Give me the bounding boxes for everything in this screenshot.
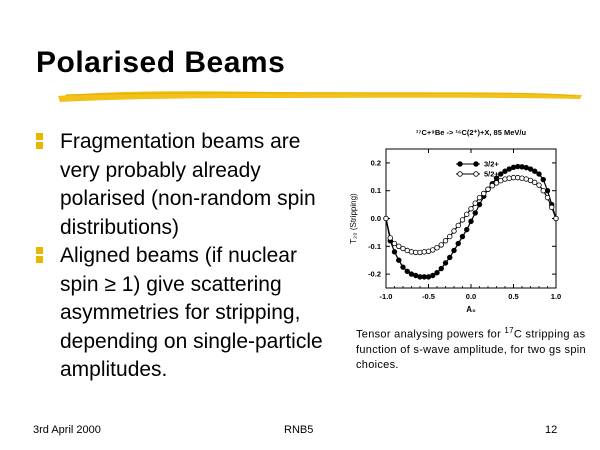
- series-point-2: [519, 175, 525, 181]
- series-point-2: [447, 233, 453, 240]
- series-point-1: [519, 164, 525, 170]
- y-tick-label: -0.1: [368, 242, 381, 251]
- series-point-1: [540, 176, 546, 183]
- series-point-2: [485, 186, 491, 193]
- chart-svg: ¹⁷C+⁹Be -> ¹⁶C(2⁺)+X, 85 MeV/u -1.0 -0.5 0.…: [349, 128, 561, 314]
- x-tick-label: -0.5: [422, 292, 435, 301]
- series-point-2: [481, 190, 487, 197]
- footer-date: 3rd April 2000: [33, 424, 101, 436]
- y-tick-label: 0.0: [371, 214, 381, 223]
- x-tick-label: 1.0: [551, 292, 561, 301]
- bullet-text: Aligned beams (if nuclear spin ≥ 1) give…: [60, 244, 323, 381]
- series-point-1: [396, 257, 402, 263]
- series-point-2: [527, 177, 534, 184]
- series-point-2: [438, 242, 444, 248]
- title-underline: [58, 91, 582, 102]
- series-point-2: [502, 176, 508, 182]
- bullet-item: Fragmentation beams are very probably al…: [36, 128, 336, 242]
- series-point-2: [493, 180, 500, 186]
- footer-center: RNB5: [284, 424, 314, 436]
- y-tick-label: 0.2: [371, 158, 381, 167]
- caption-suffix: C stripping as function of s-wave amplit…: [356, 328, 586, 371]
- series-point-1: [510, 164, 517, 171]
- series-point-1: [400, 264, 406, 270]
- series-point-2: [391, 240, 398, 247]
- series-point-2: [549, 204, 555, 211]
- y-axis-label: T₂₀ (Stripping): [349, 193, 358, 244]
- legend-label: 3/2+: [484, 160, 499, 169]
- series-point-1: [536, 171, 542, 177]
- series-point-2: [455, 222, 461, 229]
- series-point-1: [438, 265, 444, 272]
- legend-marker: [473, 171, 479, 177]
- legend-marker: [457, 171, 463, 177]
- x-tick-label: 0.5: [508, 292, 518, 301]
- series-point-1: [527, 166, 534, 172]
- bullet-item: Aligned beams (if nuclear spin ≥ 1) give…: [36, 242, 336, 385]
- series-point-1: [455, 240, 461, 247]
- series-line-2: [385, 176, 557, 253]
- series-point-1: [391, 249, 398, 255]
- series-point-2: [544, 194, 551, 201]
- series-point-2: [434, 244, 440, 251]
- series-point-1: [468, 218, 474, 224]
- series-point-2: [536, 182, 542, 188]
- series-point-2: [396, 243, 402, 249]
- legend-marker: [473, 161, 479, 167]
- series-point-2: [387, 235, 393, 241]
- series-point-1: [464, 226, 470, 233]
- series-point-1: [498, 171, 504, 177]
- bullet-marker-icon: [36, 247, 43, 263]
- series-point-2: [476, 194, 483, 201]
- chart-title: ¹⁷C+⁹Be -> ¹⁶C(2⁺)+X, 85 MeV/u: [416, 128, 527, 137]
- y-tick-label: -0.2: [368, 270, 381, 279]
- series-point-2: [451, 228, 457, 234]
- series-point-2: [464, 211, 470, 218]
- series-point-1: [404, 268, 410, 275]
- series-point-2: [442, 238, 449, 244]
- legend-label: 5/2+: [484, 170, 499, 179]
- series-point-2: [468, 206, 474, 212]
- figure-caption: Tensor analysing powers for 17C strippin…: [356, 323, 596, 373]
- series-point-1: [442, 260, 449, 266]
- caption-prefix: Tensor analysing powers for: [356, 328, 505, 341]
- series-point-1: [430, 272, 436, 279]
- caption-superscript: 17: [504, 326, 514, 335]
- series-point-2: [540, 187, 546, 194]
- bullet-list: Fragmentation beams are very probably al…: [36, 128, 336, 385]
- chart: ¹⁷C+⁹Be -> ¹⁶C(2⁺)+X, 85 MeV/u -1.0 -0.5 0.…: [336, 122, 576, 332]
- series-point-1: [447, 254, 453, 261]
- x-axis-label: A₀: [466, 305, 476, 314]
- series-point-2: [532, 179, 538, 186]
- series-point-2: [383, 215, 389, 222]
- slide-title: Polarised Beams: [36, 46, 286, 79]
- series-point-1: [434, 270, 440, 276]
- series-point-1: [451, 247, 457, 254]
- x-tick-label: -1.0: [380, 292, 393, 301]
- series-point-1: [502, 168, 508, 174]
- legend-marker: [457, 161, 463, 167]
- series-point-2: [400, 245, 406, 252]
- bullet-text: Fragmentation beams are very probably al…: [60, 130, 316, 239]
- bullet-marker-icon: [36, 133, 43, 149]
- series-point-2: [489, 182, 495, 189]
- series-point-2: [430, 247, 436, 253]
- series-point-2: [472, 200, 478, 206]
- series-point-2: [459, 217, 466, 223]
- x-tick-label: 0.0: [466, 292, 476, 301]
- series-point-1: [532, 168, 538, 174]
- y-tick-label: 0.1: [371, 186, 381, 195]
- series-point-1: [459, 233, 466, 240]
- footer-page-number: 12: [545, 424, 558, 436]
- series-point-1: [472, 210, 478, 216]
- series-point-2: [553, 215, 559, 222]
